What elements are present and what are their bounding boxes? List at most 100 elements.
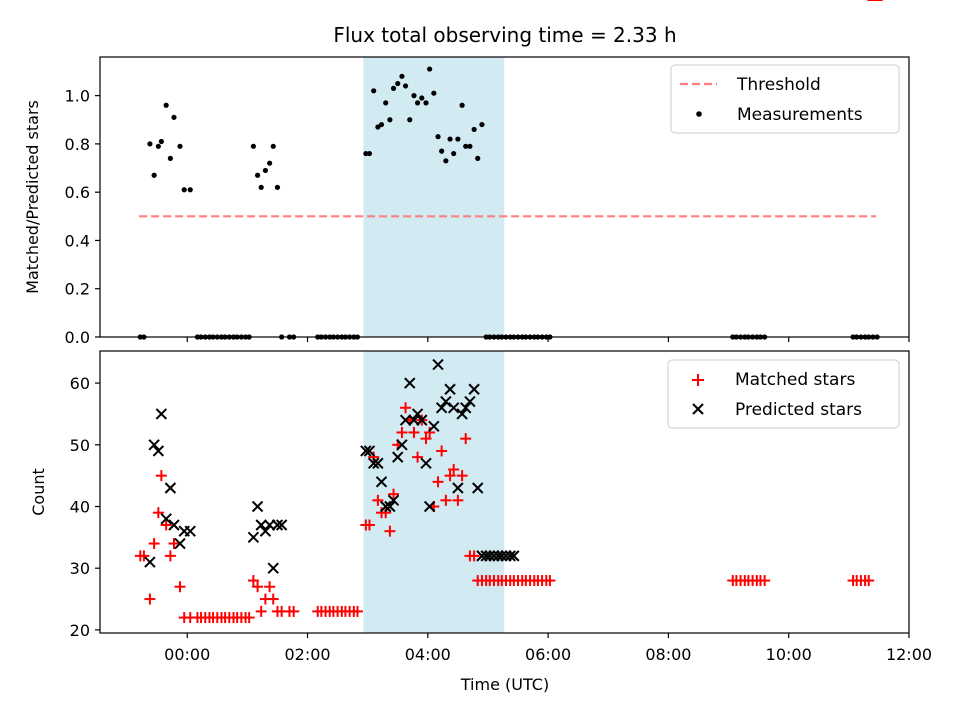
predicted-star-point — [367, 457, 380, 470]
measurement-point — [387, 117, 393, 123]
matched-star-point — [363, 519, 375, 531]
matched-star-point — [384, 525, 396, 537]
matched-star-point — [400, 402, 412, 414]
predicted-star-point — [160, 513, 172, 525]
matched-star-point — [863, 575, 875, 587]
matched-star-point — [368, 451, 380, 463]
predicted-legend-label: Predicted stars — [735, 400, 862, 420]
measurement-point — [390, 85, 397, 91]
measurement-point — [459, 102, 465, 108]
matched-star-point — [544, 575, 556, 587]
count-legend: Matched stars Predicted stars — [667, 359, 900, 429]
matched-star-point — [468, 550, 480, 562]
measurement-point — [407, 117, 413, 123]
measurement-point — [414, 100, 421, 106]
matched-star-point — [148, 538, 160, 550]
measurement-point — [451, 150, 457, 157]
measurement-point — [475, 155, 481, 161]
x-tick-label: 10:00 — [766, 645, 812, 664]
measurement-point — [366, 150, 373, 157]
measurement-point — [463, 143, 469, 149]
ratio-y-tick-label: 0.4 — [65, 231, 90, 250]
predicted-star-point — [255, 519, 267, 531]
predicted-star-point — [420, 457, 432, 470]
predicted-star-point — [504, 550, 516, 562]
predicted-star-point — [440, 395, 452, 408]
measurement-point — [395, 80, 401, 87]
matched-star-point — [160, 519, 172, 531]
predicted-star-point — [508, 550, 520, 562]
ratio-x-ticks — [186, 337, 910, 342]
predicted-star-point — [144, 556, 156, 568]
measurement-point — [411, 93, 417, 99]
predicted-star-point — [416, 414, 428, 426]
predicted-legend-swatch — [692, 403, 704, 415]
measurement-point — [371, 88, 377, 94]
predicted-star-point — [456, 408, 468, 420]
matched-star-point — [264, 581, 276, 593]
predicted-star-point — [384, 500, 396, 513]
predicted-star-point — [428, 420, 440, 432]
predicted-star-point — [259, 525, 272, 537]
measurement-point — [439, 148, 445, 154]
matched-star-point — [252, 581, 264, 593]
predicted-star-point — [174, 537, 186, 550]
matched-star-point — [174, 581, 186, 593]
predicted-star-point — [379, 500, 392, 513]
matched-star-point — [448, 463, 460, 475]
count-y-tick-label: 60 — [70, 374, 90, 393]
predicted-star-point — [271, 519, 284, 531]
x-axis-label: Time (UTC) — [460, 675, 549, 694]
matched-legend-swatch — [692, 374, 704, 386]
predicted-star-point — [484, 550, 496, 562]
measurement-point — [274, 184, 281, 190]
predicted-star-point — [411, 408, 424, 420]
predicted-star-point — [267, 562, 279, 574]
x-tick-label: 00:00 — [164, 645, 210, 664]
ratio-y-tick-label: 0.2 — [65, 280, 90, 299]
ratio-y-axis-label: Matched/Predicted stars — [23, 100, 42, 294]
matched-star-point — [759, 575, 771, 587]
matched-star-point — [155, 470, 167, 482]
count-legend-box — [667, 359, 900, 429]
matched-star-point — [412, 451, 424, 463]
predicted-star-point — [251, 500, 264, 513]
matched-star-point — [243, 612, 255, 624]
measurement-point — [402, 83, 409, 89]
ratio-y-tick-label: 1.0 — [65, 87, 90, 106]
highlight-span — [363, 57, 505, 337]
predicted-star-point — [372, 457, 384, 470]
matched-star-point — [372, 494, 384, 506]
predicted-star-point — [459, 402, 472, 414]
ratio-plot-frame — [99, 56, 910, 338]
count-y-ticks: 20 30 40 50 60 — [70, 374, 100, 640]
measurement-point — [427, 66, 433, 72]
measurement-point — [431, 90, 437, 96]
predicted-star-point — [392, 451, 404, 463]
measurements-series — [137, 66, 880, 340]
matched-star-point — [452, 494, 464, 506]
measurement-point — [419, 95, 425, 101]
measurements-legend-label: Measurements — [737, 105, 863, 125]
measurement-point — [435, 134, 441, 140]
predicted-star-point — [472, 482, 484, 494]
count-y-tick-label: 40 — [70, 498, 90, 517]
measurement-point — [443, 158, 449, 164]
count-y-axis-label: Count — [29, 468, 48, 516]
matched-star-point — [164, 550, 176, 562]
matched-star-point — [396, 426, 408, 438]
observing-span — [363, 57, 505, 337]
predicted-star-point — [375, 476, 388, 488]
predicted-star-point — [496, 550, 508, 562]
matched-star-point — [152, 507, 164, 519]
matched-star-point — [351, 605, 363, 617]
count-panel: 00:00 02:00 04:00 06:00 08:00 10:00 12:00 20 30… — [29, 0, 932, 694]
matched-star-point — [255, 605, 267, 617]
measurement-point — [167, 155, 173, 161]
predicted-star-point — [184, 525, 196, 537]
ratio-y-tick-label: 0.0 — [65, 328, 90, 347]
ratio-y-tick-label: 0.8 — [65, 135, 90, 154]
predicted-star-point — [363, 445, 376, 457]
measurement-point — [383, 100, 389, 106]
